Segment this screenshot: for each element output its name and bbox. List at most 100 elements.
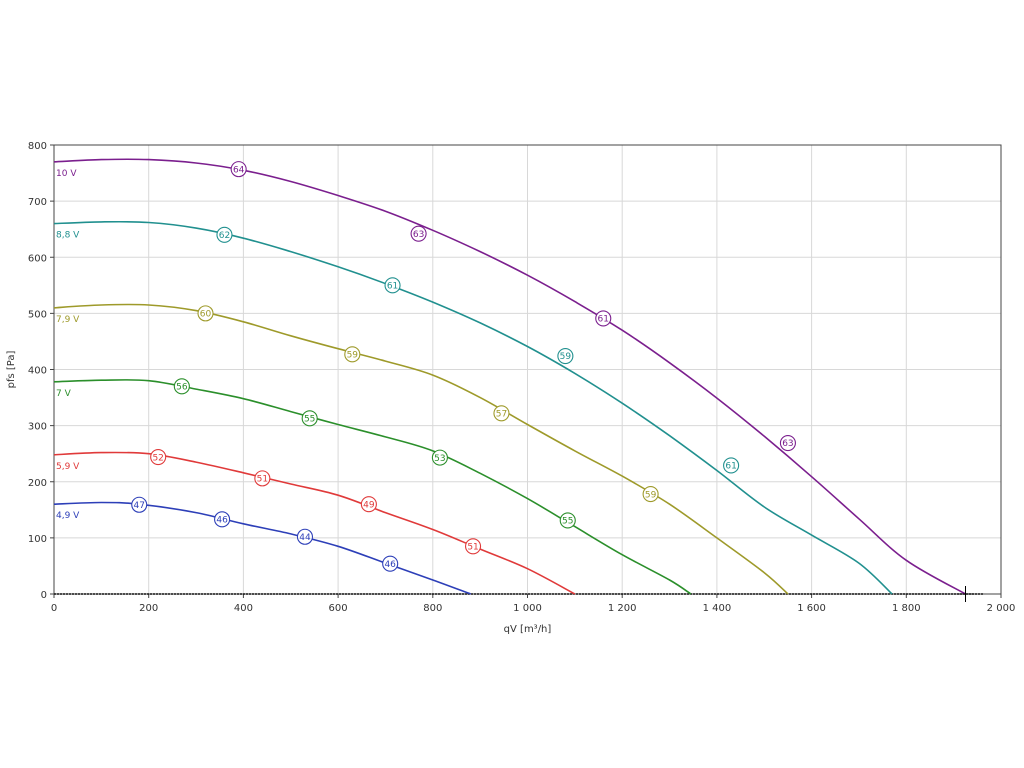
marker-label: 61 [387,282,398,292]
x-tick-label: 800 [423,603,442,614]
marker-circle [230,161,247,178]
y-tick-label: 100 [28,534,47,545]
marker-label: 55 [562,517,573,527]
series-label: 8,8 V [56,231,80,241]
marker-label: 46 [384,560,396,570]
data-marker: 59 [642,486,659,503]
data-marker: 61 [384,277,401,294]
y-tick-label: 700 [28,197,47,208]
series-group: 10 V 8,8 V 7,9 V 7 V 5,9 V 4,9 V [53,158,966,595]
marker-circle [464,538,482,555]
x-tick-label: 600 [329,603,348,614]
x-tick-label: 1 400 [703,603,732,614]
marker-circle [150,449,167,466]
marker-label: 61 [598,315,609,325]
series-line [53,451,576,595]
marker-circle [431,449,448,466]
y-axis-title: pfs [Pa] [6,351,17,389]
marker-circle [301,410,318,427]
data-marker: 61 [723,457,740,474]
x-tick-label: 2 000 [987,603,1016,614]
marker-label: 63 [413,230,424,240]
data-marker: 55 [559,512,576,529]
marker-circle [254,470,271,487]
marker-label: 46 [216,516,228,526]
marker-label: 64 [233,165,245,175]
marker-circle [493,405,510,422]
data-marker: 60 [197,305,214,322]
marker-label: 57 [496,409,507,419]
marker-circle [557,347,574,365]
marker-circle [131,496,148,513]
marker-group: 64 63 61 63 62 61 59 61 60 59 57 59 56 55 53 55 52 51 49 51… [131,161,974,602]
data-marker: 47 [131,496,148,513]
x-tick-label: 200 [139,603,158,614]
y-tick-label: 0 [41,590,47,601]
marker-circle [360,496,377,513]
marker-circle [779,434,796,452]
y-tick-label: 200 [28,478,47,489]
series-line [53,501,471,595]
y-tick-label: 500 [28,309,47,320]
marker-label: 51 [467,542,478,552]
x-tick-label: 1 600 [797,603,826,614]
data-marker: 59 [344,346,361,363]
marker-circle [214,511,231,528]
marker-circle [216,226,233,243]
marker-label: 62 [219,231,230,241]
marker-label: 60 [200,310,212,320]
marker-label: 52 [152,453,163,463]
marker-label: 51 [257,475,268,485]
marker-label: 63 [782,439,793,449]
marker-circle [595,310,612,327]
data-marker: 59 [557,347,574,365]
grid [54,145,1001,594]
y-tick-label: 600 [28,253,47,264]
data-marker: 63 [779,434,796,452]
series-line [53,303,789,595]
data-marker: 46 [382,555,399,572]
marker-circle [382,555,399,572]
data-marker: 49 [360,496,377,513]
axes: 0 200 400 600 800 1 000 1 200 1 400 1 600 1 800 2 … [28,141,1015,614]
data-marker: 63 [410,225,427,242]
x-tick-label: 400 [234,603,253,614]
series-line [53,379,692,595]
marker-label: 59 [645,490,657,500]
marker-label: 49 [363,500,375,510]
marker-label: 61 [725,462,736,472]
y-tick-label: 300 [28,422,47,433]
x-tick-label: 1 200 [608,603,637,614]
marker-label: 55 [304,415,315,425]
series-line [53,158,966,595]
marker-label: 56 [176,383,188,393]
data-marker: 57 [493,405,510,422]
marker-circle [197,305,214,322]
series-label: 7 V [56,389,72,399]
data-marker: 61 [595,310,612,327]
marker-circle [173,378,190,395]
data-marker: 56 [173,378,190,395]
marker-label: 59 [347,351,359,361]
data-marker: 52 [150,449,167,466]
marker-circle [296,528,314,545]
data-marker: 53 [431,449,448,466]
x-tick-label: 1 800 [892,603,921,614]
data-marker: 46 [214,511,231,528]
y-tick-label: 800 [28,141,47,152]
data-marker: 62 [216,226,233,243]
marker-label: 47 [134,501,145,511]
marker-circle [559,512,576,529]
marker-label: 44 [299,533,311,543]
data-marker: 51 [254,470,271,487]
series-line [53,220,893,595]
y-tick-label: 400 [28,366,47,377]
series-label: 4,9 V [56,511,80,521]
marker-circle [642,486,659,503]
series-label: 10 V [56,169,77,179]
x-tick-label: 0 [51,603,57,614]
marker-label: 59 [560,352,572,362]
marker-circle [344,346,361,363]
data-marker: 55 [301,410,318,427]
